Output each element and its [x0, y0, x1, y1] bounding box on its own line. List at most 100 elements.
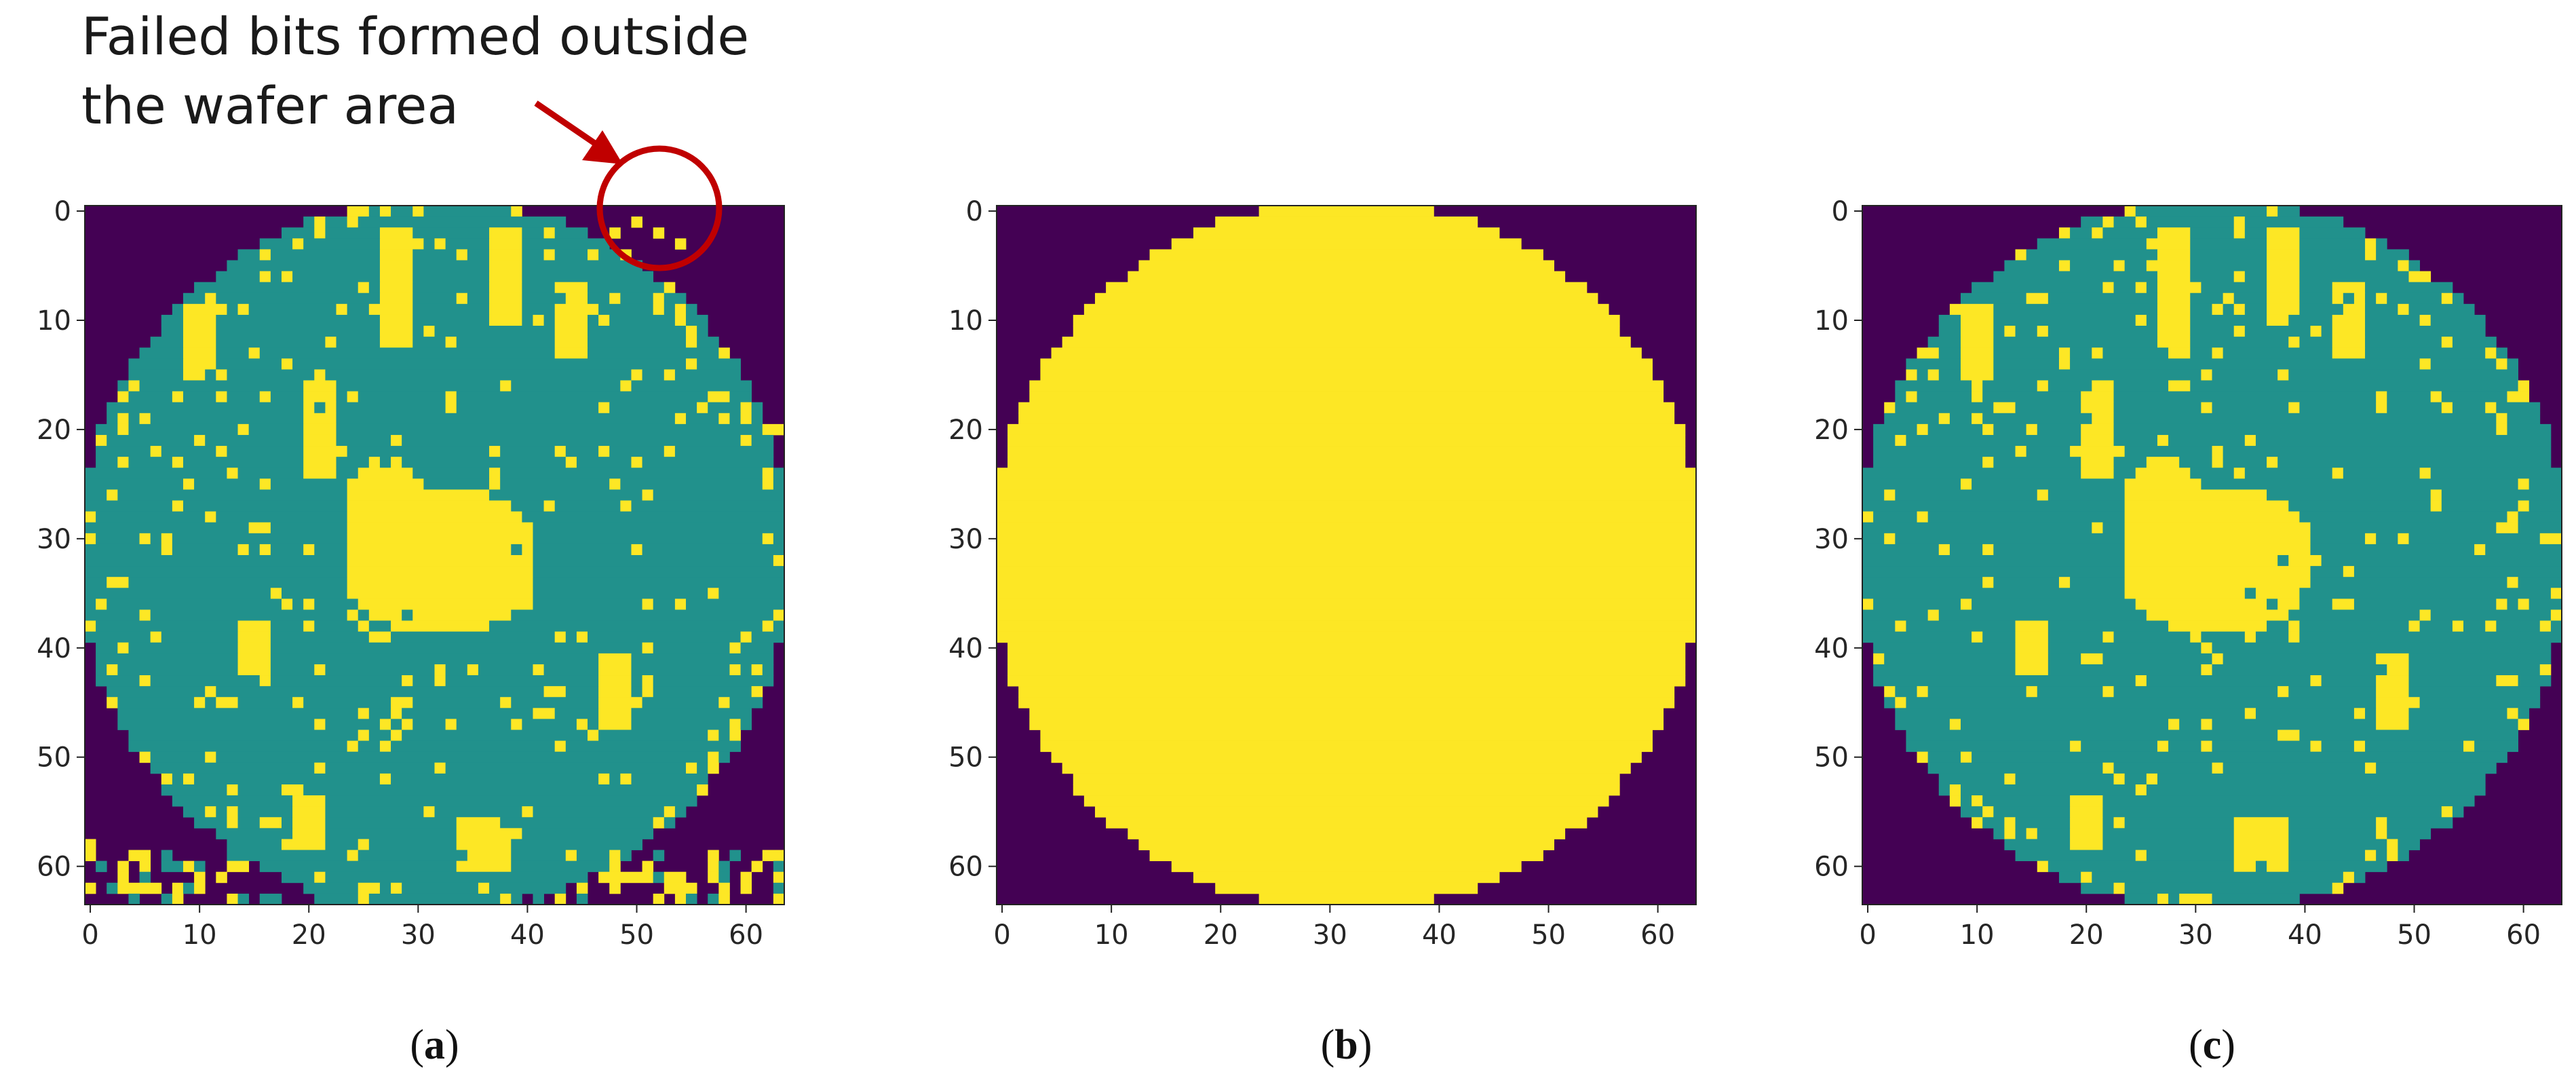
heatmap-cell: [1029, 719, 1664, 730]
heatmap-cell: [997, 588, 1697, 599]
heatmap-cell: [1138, 839, 1554, 850]
heatmap-cell: [997, 533, 1697, 545]
heatmap-cell: [2233, 216, 2246, 228]
heatmap-cell: [2376, 675, 2409, 687]
heatmap-cell: [2452, 620, 2464, 632]
heatmap-cell: [358, 599, 533, 610]
heatmap-cell: [270, 544, 304, 556]
heatmap-cell: [2146, 282, 2158, 294]
heatmap-cell: [139, 675, 151, 687]
heatmap-cell: [2288, 369, 2518, 381]
heatmap-cell: [347, 446, 490, 457]
heatmap-cell: [128, 729, 359, 741]
heatmap-cell: [2102, 653, 2212, 665]
heatmap-cell: [762, 533, 774, 545]
heatmap-cell: [2408, 719, 2518, 730]
heatmap-cell: [2441, 806, 2453, 818]
heatmap-cell: [281, 271, 293, 283]
heatmap-cell: [1895, 620, 1906, 632]
heatmap-cell: [2135, 216, 2147, 228]
heatmap-cell: [2244, 468, 2333, 479]
heatmap-cell: [2081, 391, 2114, 403]
heatmap-cell: [172, 893, 184, 905]
heatmap-cell: [216, 697, 238, 708]
heatmap-cell: [2398, 533, 2409, 545]
heatmap-cell: [237, 697, 293, 708]
heatmap-cell: [489, 238, 522, 250]
heatmap-cell: [194, 773, 381, 785]
heatmap-cell: [997, 566, 1697, 577]
heatmap-cell: [729, 697, 763, 708]
heatmap-cell: [533, 314, 544, 326]
heatmap-cell: [2015, 326, 2038, 337]
heatmap-cell: [522, 828, 654, 839]
heatmap-cell: [205, 697, 216, 708]
heatmap-cell: [2168, 347, 2191, 359]
heatmap-cell: [489, 314, 522, 326]
heatmap-cell: [336, 402, 446, 414]
heatmap-cell: [533, 708, 556, 719]
heatmap-cell: [1094, 806, 1598, 818]
heatmap-cell: [336, 468, 359, 479]
heatmap-cell: [1007, 664, 1686, 676]
heatmap-cell: [740, 642, 774, 654]
heatmap-cell: [997, 555, 1697, 567]
heatmap-cell: [2387, 850, 2398, 862]
plot-frame-a: [84, 205, 785, 905]
heatmap-cell: [412, 260, 490, 271]
heatmap-cell: [511, 893, 522, 905]
heatmap-cell: [2387, 292, 2442, 305]
heatmap-cell: [1906, 391, 1917, 403]
heatmap-cell: [2365, 740, 2464, 753]
heatmap-cell: [314, 599, 359, 610]
heatmap-cell: [2518, 511, 2562, 523]
heatmap-cell: [729, 664, 741, 676]
heatmap-cell: [2507, 413, 2541, 425]
heatmap-cell: [2539, 533, 2562, 545]
heatmap-cell: [2365, 303, 2398, 316]
heatmap-cell: [565, 631, 577, 643]
heatmap-cell: [270, 478, 348, 490]
heatmap-cell: [2190, 631, 2202, 643]
heatmap-cell: [598, 402, 610, 414]
heatmap-cell: [2081, 457, 2114, 468]
heatmap-cell: [2015, 653, 2049, 665]
heatmap-cell: [358, 850, 468, 862]
heatmap-cell: [314, 216, 326, 228]
heatmap-cell: [2343, 566, 2355, 577]
heatmap-cell: [270, 675, 402, 687]
heatmap-cell: [997, 544, 1697, 556]
heatmap-cell: [216, 511, 348, 523]
heatmap-cell: [2026, 446, 2071, 457]
heatmap-cell: [554, 500, 621, 512]
heatmap-cell: [2299, 292, 2333, 305]
heatmap-cell: [554, 337, 588, 348]
heatmap-cell: [2277, 369, 2289, 381]
heatmap-cell: [1960, 358, 1994, 370]
heatmap-cell: [182, 806, 206, 818]
heatmap-cell: [2015, 631, 2049, 643]
heatmap-cell: [2004, 828, 2016, 839]
heatmap-cell: [2157, 282, 2202, 294]
heatmap-cell: [1040, 740, 1653, 753]
heatmap-cell: [96, 642, 118, 654]
heatmap-cell: [2081, 216, 2103, 228]
heatmap-cell: [2190, 271, 2235, 283]
heatmap-cell: [2124, 489, 2267, 501]
heatmap-cell: [773, 882, 785, 894]
heatmap-cell: [2223, 762, 2366, 774]
heatmap-cell: [1972, 817, 1983, 829]
heatmap-cell: [2267, 292, 2300, 305]
heatmap-cell: [2212, 893, 2300, 905]
heatmap-cell: [1073, 326, 1620, 337]
heatmap-cell: [522, 227, 544, 239]
heatmap-cell: [1873, 599, 1961, 610]
y-tick-label: 40: [1814, 633, 1849, 664]
heatmap-cell: [182, 369, 206, 381]
heatmap-cell: [2058, 347, 2071, 359]
heatmap-cell: [718, 860, 730, 873]
heatmap-cell: [2135, 675, 2147, 687]
heatmap-cell: [216, 292, 381, 305]
heatmap-cell: [1884, 402, 1896, 414]
y-tick-label: 40: [37, 633, 71, 664]
